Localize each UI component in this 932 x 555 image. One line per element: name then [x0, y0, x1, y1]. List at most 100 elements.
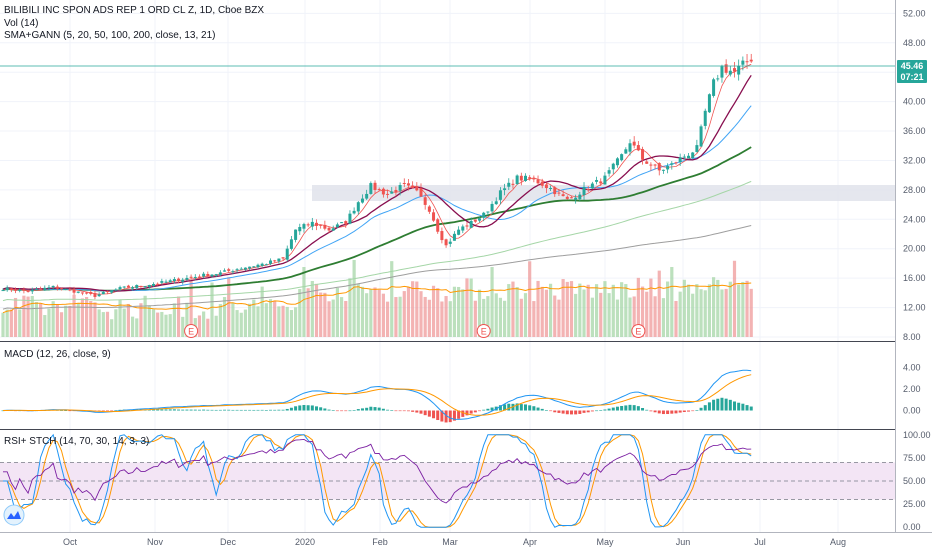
volume-bar [686, 284, 691, 337]
volume-bar [574, 293, 578, 337]
candle-body [657, 163, 661, 171]
macd-histogram-bar [482, 409, 486, 411]
macd-histogram-bar [448, 410, 452, 423]
candle-body [243, 267, 247, 270]
volume-bar [264, 303, 268, 337]
candle-body [565, 196, 569, 199]
volume-bar [494, 293, 498, 337]
candle-body [9, 288, 13, 291]
price-tick-label: 8.00 [903, 332, 921, 342]
candle-body [561, 194, 565, 197]
macd-histogram-bar [707, 402, 711, 411]
macd-histogram-bar [411, 410, 415, 412]
rsi-label[interactable]: RSI+ STCH (14, 70, 30, 14, 3, 3) [4, 436, 149, 447]
candle-body [289, 239, 293, 249]
volume-bar [385, 301, 390, 337]
pane-separator[interactable] [0, 429, 895, 430]
macd-histogram-bar [285, 408, 289, 411]
macd-histogram-bar [197, 409, 201, 411]
volume-bar [80, 298, 85, 337]
macd-histogram-bar [641, 408, 645, 411]
volume-bar [511, 281, 515, 337]
macd-histogram-bar [586, 410, 590, 413]
volume-bar [360, 286, 365, 337]
volume-bar [582, 289, 586, 337]
volume-bar [645, 291, 649, 337]
macd-line [2, 369, 752, 420]
volume-ma-line [2, 282, 752, 314]
volume-bar [465, 278, 469, 337]
volume-bar [34, 302, 39, 337]
volume-bar [210, 282, 214, 337]
candle-body [649, 164, 653, 166]
candle-body [666, 166, 670, 170]
candle-body [281, 257, 285, 259]
sma-100-line [2, 180, 752, 302]
candle-body [448, 241, 452, 244]
volume-bar [248, 303, 252, 337]
macd-histogram-bar [394, 410, 398, 412]
candle-body [85, 292, 89, 294]
volume-bars [1, 260, 753, 337]
candle-body [97, 294, 101, 297]
macd-histogram-bar [524, 404, 527, 411]
macd-histogram-bar [444, 410, 448, 423]
macd-histogram-bar [578, 410, 582, 414]
macd-histogram-bar [632, 405, 636, 411]
macd-histogram-bar [519, 404, 523, 411]
pane-separator[interactable] [0, 341, 895, 342]
macd-histogram-bar [273, 409, 277, 411]
candle-body [469, 221, 473, 228]
volume-bar [306, 288, 310, 337]
macd-histogram-bar [599, 410, 603, 411]
candle-body [628, 143, 632, 152]
candle-body [277, 258, 281, 262]
candle-body [260, 263, 264, 266]
candle-body [64, 288, 68, 290]
macd-histogram-bar [264, 410, 268, 411]
macd-histogram-bar [294, 406, 298, 411]
price-tick-label: 40.00 [903, 97, 926, 107]
macd-label[interactable]: MACD (12, 26, close, 9) [4, 349, 111, 360]
candle-body [252, 266, 256, 268]
macd-histogram-bar [118, 409, 122, 411]
earnings-marker-icon [184, 324, 199, 338]
macd-histogram-bar [503, 404, 507, 411]
volume-bar [440, 301, 444, 337]
macd-histogram-bar [515, 403, 519, 411]
candle-body [569, 197, 573, 199]
tradingview-logo-icon[interactable] [3, 504, 25, 526]
volume-bar [373, 287, 377, 337]
candle-body [720, 66, 724, 78]
macd-histogram-bar [645, 409, 649, 411]
macd-histogram-bar [628, 404, 632, 411]
volume-bar [716, 279, 720, 337]
volume-bar [620, 282, 624, 337]
time-tick-label: Nov [147, 537, 164, 547]
volume-bar [168, 314, 172, 337]
macd-histogram-bar [356, 409, 360, 411]
sma-200-line [2, 225, 752, 310]
macd-histogram-bar [590, 410, 594, 412]
macd-histogram-bar [712, 399, 716, 411]
macd-histogram-bar [68, 410, 72, 412]
candle-body [615, 158, 619, 166]
volume-bar [314, 283, 319, 337]
volume-bar [231, 302, 235, 337]
candle-body [578, 194, 582, 200]
volume-bar [390, 261, 394, 337]
volume-bar [503, 300, 507, 337]
macd-histogram-bar [419, 410, 423, 414]
candle-body [381, 188, 385, 195]
candle-body [590, 183, 594, 189]
candle-body [202, 273, 206, 277]
candle-body [126, 285, 130, 288]
axes: 8.00 12.00 16.00 20.00 24.00 28.00 32.00 36.00 4… [63, 8, 931, 547]
volume-label[interactable]: Vol (14) [4, 18, 38, 29]
volume-bar [624, 284, 628, 337]
candle-body [582, 187, 586, 196]
sma-label[interactable]: SMA+GANN (5, 20, 50, 100, 200, close, 13… [4, 30, 216, 41]
volume-bar [222, 297, 227, 337]
